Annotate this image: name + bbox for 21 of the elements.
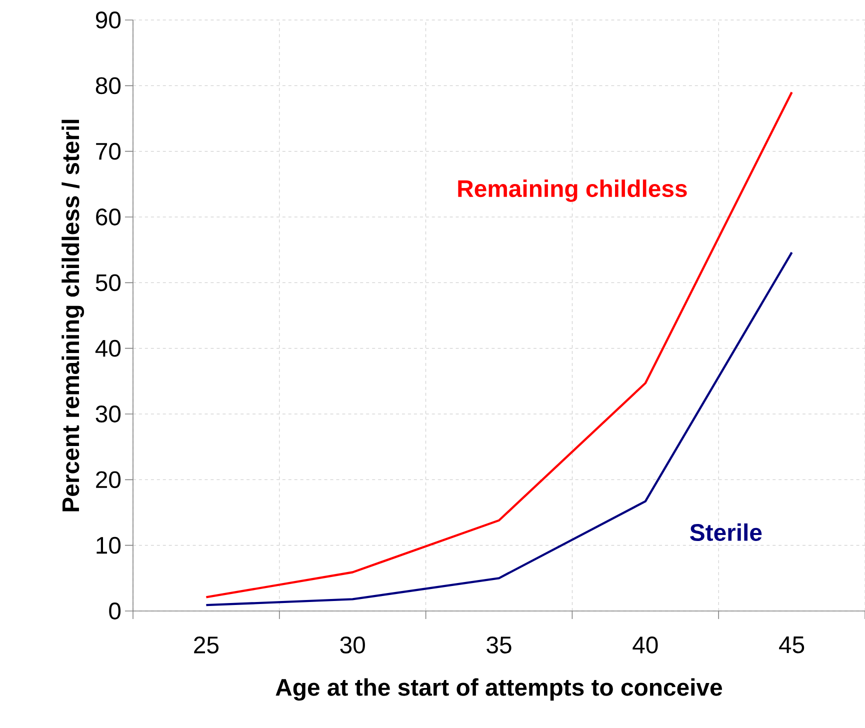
y-tick-label: 20 (96, 471, 121, 488)
x-tick-label: 25 (194, 636, 218, 654)
y-tick-label: 70 (96, 142, 121, 160)
line-series (205, 251, 793, 606)
y-tick-label: 90 (96, 12, 121, 28)
x-tick-label: 35 (486, 636, 512, 654)
y-tick-label: 50 (96, 274, 121, 292)
x-tick-label: 40 (632, 636, 658, 654)
line-series (205, 91, 793, 598)
y-tick-label: 80 (96, 77, 121, 94)
y-tick-label: 40 (95, 340, 121, 357)
y-axis-title: Percent remaining childless / steril (62, 120, 84, 512)
y-tick-label: 30 (96, 406, 121, 422)
text: Sterile (690, 523, 762, 541)
y-tick-label: 10 (96, 536, 121, 554)
x-axis-title: Age at the start of attempts to conceive (276, 678, 722, 701)
y-tick-label: 60 (96, 208, 121, 226)
x-tick-label: 45 (779, 636, 804, 654)
x-tick-label: 30 (340, 636, 365, 654)
series-label: Remaining childless (458, 180, 687, 202)
y-tick-label: 0 (109, 602, 121, 620)
